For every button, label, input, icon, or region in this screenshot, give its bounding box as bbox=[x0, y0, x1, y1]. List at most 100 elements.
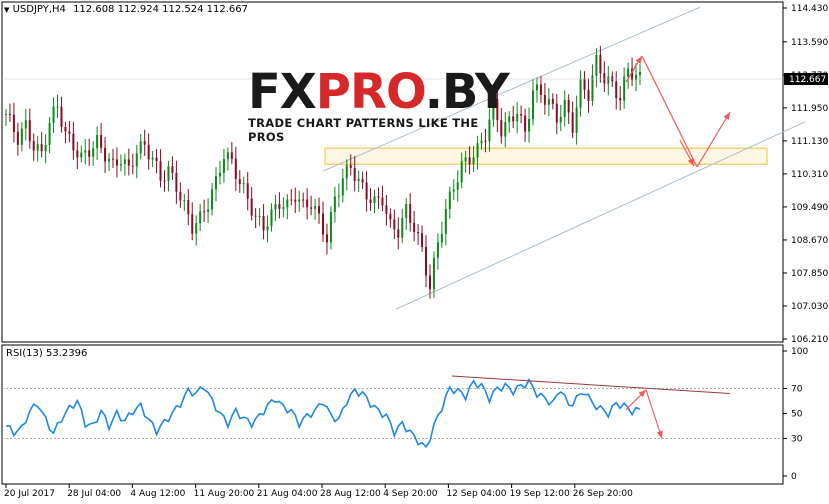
collapse-triangle-icon[interactable]: ▼ bbox=[4, 6, 10, 14]
price-tick-label: 106.210 bbox=[791, 335, 828, 345]
candle-body bbox=[508, 116, 511, 123]
candle-body bbox=[48, 123, 51, 146]
candle-body bbox=[460, 161, 463, 183]
candle-body bbox=[639, 71, 641, 75]
candle-body bbox=[559, 116, 562, 123]
rsi-pane[interactable]: 100 70 50 30 0 bbox=[1, 344, 808, 485]
candle-body bbox=[163, 180, 166, 182]
price-pane-frame bbox=[1, 1, 784, 343]
candle-body bbox=[171, 166, 174, 173]
candle-body bbox=[159, 161, 162, 181]
candle-body bbox=[318, 206, 321, 214]
candle-body bbox=[234, 158, 237, 180]
projection-arrow-up-head bbox=[635, 56, 642, 64]
candle-body bbox=[183, 200, 186, 202]
candle-body bbox=[539, 84, 542, 95]
candle-body bbox=[211, 189, 214, 210]
candle-body bbox=[218, 172, 221, 177]
candle-body bbox=[100, 134, 103, 148]
candle-body bbox=[631, 68, 634, 80]
candle-body bbox=[44, 145, 47, 152]
channel-lower-line bbox=[395, 121, 806, 310]
candle-body bbox=[135, 153, 138, 167]
candle-body bbox=[16, 131, 19, 145]
price-tick-label: 110.310 bbox=[791, 170, 828, 180]
candle-body bbox=[175, 172, 178, 192]
candle-body bbox=[306, 199, 309, 208]
candle-body bbox=[535, 84, 538, 91]
price-pane[interactable]: 114.430113.590112.770111.950111.130110.3… bbox=[1, 1, 828, 345]
candle-body bbox=[436, 242, 439, 258]
candle-body bbox=[278, 204, 281, 209]
candle-body bbox=[409, 204, 412, 223]
candle-body bbox=[635, 74, 638, 80]
candle-body bbox=[520, 114, 523, 116]
candle-body bbox=[151, 157, 154, 160]
price-tick-label: 109.490 bbox=[791, 203, 828, 213]
time-tick-label: 4 Aug 12:00 bbox=[130, 489, 185, 499]
symbol-label: USDJPY,H4 bbox=[12, 4, 66, 15]
chart-header: ▼ USDJPY,H4 112.608 112.924 112.524 112.… bbox=[4, 4, 248, 15]
candle-body bbox=[543, 94, 546, 105]
candle-body bbox=[595, 54, 598, 76]
candle-body bbox=[353, 168, 356, 182]
price-tick-label: 108.670 bbox=[791, 236, 828, 246]
candle-body bbox=[567, 100, 570, 113]
candle-body bbox=[361, 178, 364, 183]
price-tick-label: 107.030 bbox=[791, 302, 828, 312]
candle-body bbox=[547, 98, 550, 105]
candle-body bbox=[421, 233, 424, 247]
time-tick-label: 20 Jul 2017 bbox=[4, 489, 55, 499]
candle-body bbox=[583, 78, 586, 90]
candle-body bbox=[230, 152, 233, 159]
candle-body bbox=[448, 191, 451, 210]
candle-body bbox=[619, 98, 622, 101]
candle-body bbox=[238, 179, 241, 185]
projection-arrow-down-tip-head bbox=[687, 158, 694, 166]
candle-body bbox=[397, 229, 400, 238]
channel-upper-line bbox=[322, 6, 701, 172]
candle-body bbox=[389, 213, 392, 220]
candle-body bbox=[270, 209, 273, 227]
candle-body bbox=[587, 89, 590, 101]
candle-body bbox=[464, 157, 467, 162]
candle-body bbox=[337, 195, 340, 197]
candle-body bbox=[345, 165, 348, 179]
rsi-line bbox=[5, 377, 641, 449]
rsi-tick-label: 50 bbox=[791, 410, 803, 420]
candle-body bbox=[282, 207, 285, 209]
price-tick-label: 111.130 bbox=[791, 137, 828, 147]
candle-body bbox=[274, 204, 277, 210]
candle-body bbox=[127, 159, 130, 166]
candle-body bbox=[64, 126, 67, 132]
rsi-tick-label: 100 bbox=[791, 347, 808, 357]
candle-body bbox=[222, 159, 225, 173]
candle-body bbox=[444, 209, 447, 234]
candle-body bbox=[131, 165, 134, 167]
candle-body bbox=[266, 226, 269, 231]
candle-body bbox=[80, 152, 83, 158]
rsi-trendline bbox=[451, 375, 731, 394]
candle-body bbox=[524, 115, 527, 132]
candle-body bbox=[322, 213, 324, 235]
candle-body bbox=[571, 112, 574, 133]
candle-body bbox=[579, 78, 582, 108]
candle-body bbox=[104, 147, 107, 162]
candle-body bbox=[119, 164, 122, 166]
time-tick-label: 28 Jul 04:00 bbox=[67, 489, 121, 499]
candle-body bbox=[496, 98, 499, 121]
candle-body bbox=[452, 189, 455, 192]
candle-body bbox=[187, 200, 190, 215]
time-tick-label: 28 Aug 12:00 bbox=[320, 489, 381, 499]
candle-body bbox=[203, 211, 206, 213]
candle-body bbox=[341, 178, 344, 196]
rsi-tick-label: 0 bbox=[791, 472, 797, 482]
candle-body bbox=[96, 134, 99, 149]
candle-body bbox=[440, 233, 443, 243]
candle-body bbox=[115, 159, 118, 166]
candle-body bbox=[20, 128, 23, 145]
candle-body bbox=[302, 199, 305, 201]
candle-body bbox=[516, 114, 519, 122]
